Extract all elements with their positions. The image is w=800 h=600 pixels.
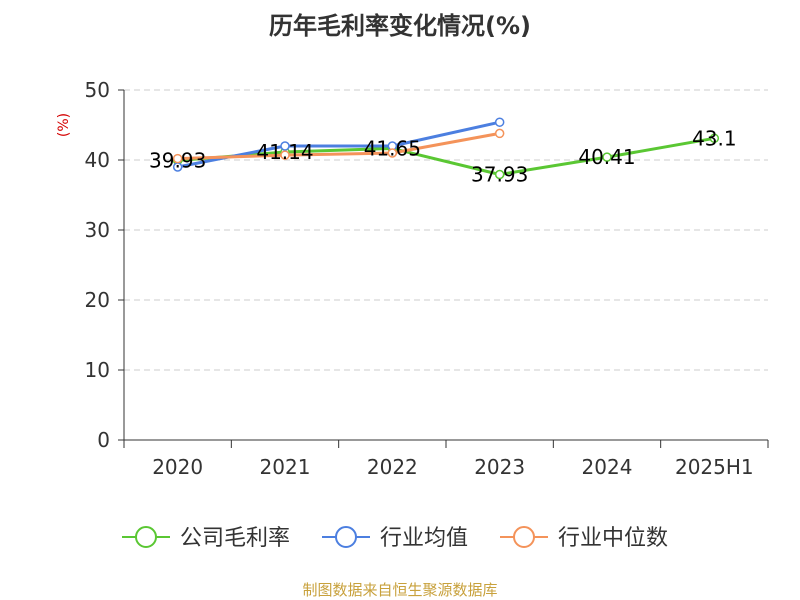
legend-marker <box>135 526 157 548</box>
data-labels: 39.93 41.14 41.65 37.93 40.41 43.1 <box>149 126 737 186</box>
data-point <box>602 152 612 162</box>
legend-item: 行业中位数 <box>500 526 668 551</box>
legend-label: 公司毛利率 <box>180 526 290 551</box>
x-tick-label: 2022 <box>367 455 418 479</box>
data-label: 41.65 <box>364 136 421 160</box>
y-tick-label: 30 <box>85 218 110 242</box>
y-axis-label: (%) <box>56 113 72 137</box>
series <box>172 117 720 180</box>
series-line <box>177 131 500 161</box>
legend-item: 行业均值 <box>322 526 468 551</box>
legend-marker <box>513 526 535 548</box>
data-label: 39.93 <box>149 148 206 172</box>
legend: 公司毛利率 行业均值 行业中位数 <box>122 526 668 551</box>
data-label: 37.93 <box>471 162 528 186</box>
data-label: 43.1 <box>692 126 737 150</box>
x-tick-label: 2020 <box>152 455 203 479</box>
series-line <box>177 136 715 176</box>
data-label: 40.41 <box>578 145 635 169</box>
data-point <box>172 153 183 164</box>
legend-label: 行业均值 <box>380 526 468 551</box>
x-tick-label: 2025H1 <box>675 455 754 479</box>
y-tick-label: 50 <box>85 78 110 102</box>
data-point <box>280 150 290 160</box>
x-tick-label: 2021 <box>260 455 311 479</box>
y-tick-label: 10 <box>85 358 110 382</box>
legend-marker <box>335 526 357 548</box>
x-tick-label: 2023 <box>474 455 525 479</box>
y-tick-label: 0 <box>97 428 110 452</box>
data-point <box>387 148 398 158</box>
data-point <box>709 133 720 144</box>
y-tick-label: 40 <box>85 148 110 172</box>
y-tick-label: 20 <box>85 288 110 312</box>
data-point <box>494 128 505 139</box>
legend-label: 行业中位数 <box>558 526 668 551</box>
chart-title: 历年毛利率变化情况(%) <box>269 12 531 40</box>
x-tick-label: 2024 <box>582 455 633 479</box>
data-point <box>494 169 505 180</box>
data-point <box>494 117 505 127</box>
source-note: 制图数据来自恒生聚源数据库 <box>302 581 497 599</box>
data-point <box>280 141 290 151</box>
data-label: 41.14 <box>256 140 313 164</box>
legend-item: 公司毛利率 <box>122 526 290 551</box>
grid <box>124 89 768 371</box>
axes: 0 10 20 30 40 50 2020 2021 2022 2023 2024 2025H1 <box>85 78 769 479</box>
